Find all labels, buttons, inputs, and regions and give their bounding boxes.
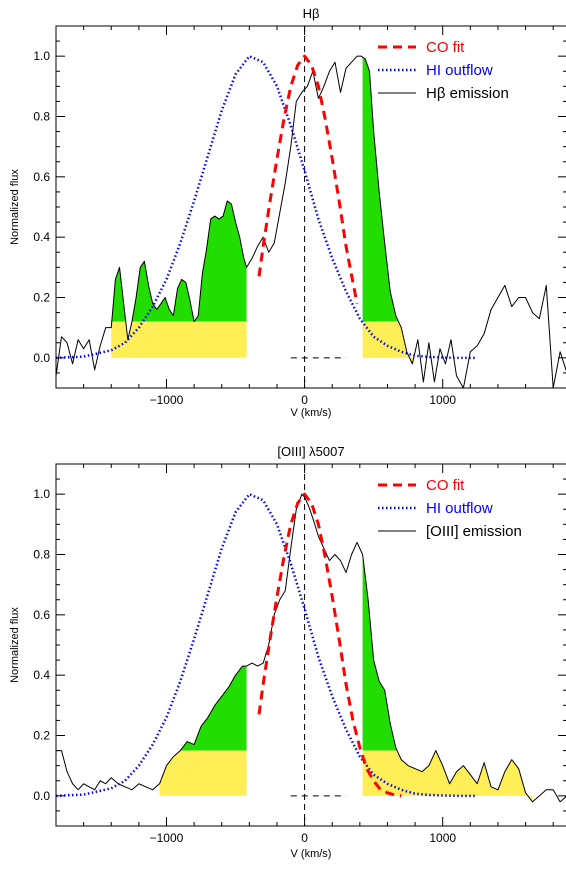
legend-label: HI outflow [426,62,493,79]
x-tick-label: 1000 [429,393,456,407]
x-axis-label: V (km/s) [291,848,332,860]
legend-label: Hβ emission [426,85,509,102]
series-line-1 [55,492,478,798]
legend-label: CO fit [426,477,465,494]
shaded-region-green [111,200,247,322]
x-tick-label: 0 [301,831,308,845]
shaded-region-yellow [111,321,247,358]
panel-hbeta: Hβ V (km/s) Normalized flux −1000 0 1000 0.… [9,6,566,419]
shaded-region-green [362,57,416,322]
shaded-region-green [362,554,533,751]
y-tick-label: 0.4 [33,668,50,682]
shaded-fills [159,554,533,802]
panel-oiii: [OIII] λ5007 V (km/s) Normalized flux −1… [9,444,566,860]
panel-title: [OIII] λ5007 [277,444,344,459]
series-line-0 [257,54,359,304]
legend: CO fit HI outflow Hβ emission [378,39,509,102]
series-line-2 [56,493,566,803]
reference-lines [290,464,347,826]
plot-frame [55,463,566,827]
y-tick-label: 0.6 [33,170,50,184]
y-tick-label: 1.0 [33,487,50,501]
shaded-region-green [159,666,247,751]
panel-title: Hβ [303,6,320,21]
legend-label: CO fit [426,39,465,56]
y-tick-label: 0.8 [33,548,50,562]
series-line-0 [257,492,402,798]
x-axis-label: V (km/s) [291,407,332,419]
y-tick-label: 0.2 [33,729,50,743]
y-tick-label: 0.0 [33,789,50,803]
y-tick-label: 1.0 [33,49,50,63]
x-tick-label: −1000 [150,831,184,845]
plot-frame [55,25,566,389]
x-tick-label: 1000 [429,831,456,845]
axis-ticks: −1000 0 1000 0.0 0.2 0.4 0.6 0.8 1.0 [33,25,566,407]
series-line-1 [55,54,478,360]
series-lines [55,492,566,803]
y-axis-label: Normalized flux [9,169,21,245]
y-tick-label: 0.2 [33,291,50,305]
y-tick-label: 0.8 [33,110,50,124]
shaded-region-yellow [159,750,247,796]
reference-lines [290,26,347,388]
shaded-fills [111,57,416,364]
y-axis-label: Normalized flux [9,607,21,683]
y-tick-label: 0.4 [33,230,50,244]
shaded-region-yellow [362,321,416,364]
x-tick-label: −1000 [150,393,184,407]
series-lines [55,54,566,389]
legend-label: [OIII] emission [426,523,522,540]
y-tick-label: 0.0 [33,351,50,365]
legend-label: HI outflow [426,500,493,517]
x-tick-label: 0 [301,393,308,407]
legend: CO fit HI outflow [OIII] emission [378,477,522,540]
y-tick-label: 0.6 [33,608,50,622]
series-line-2 [55,55,566,389]
